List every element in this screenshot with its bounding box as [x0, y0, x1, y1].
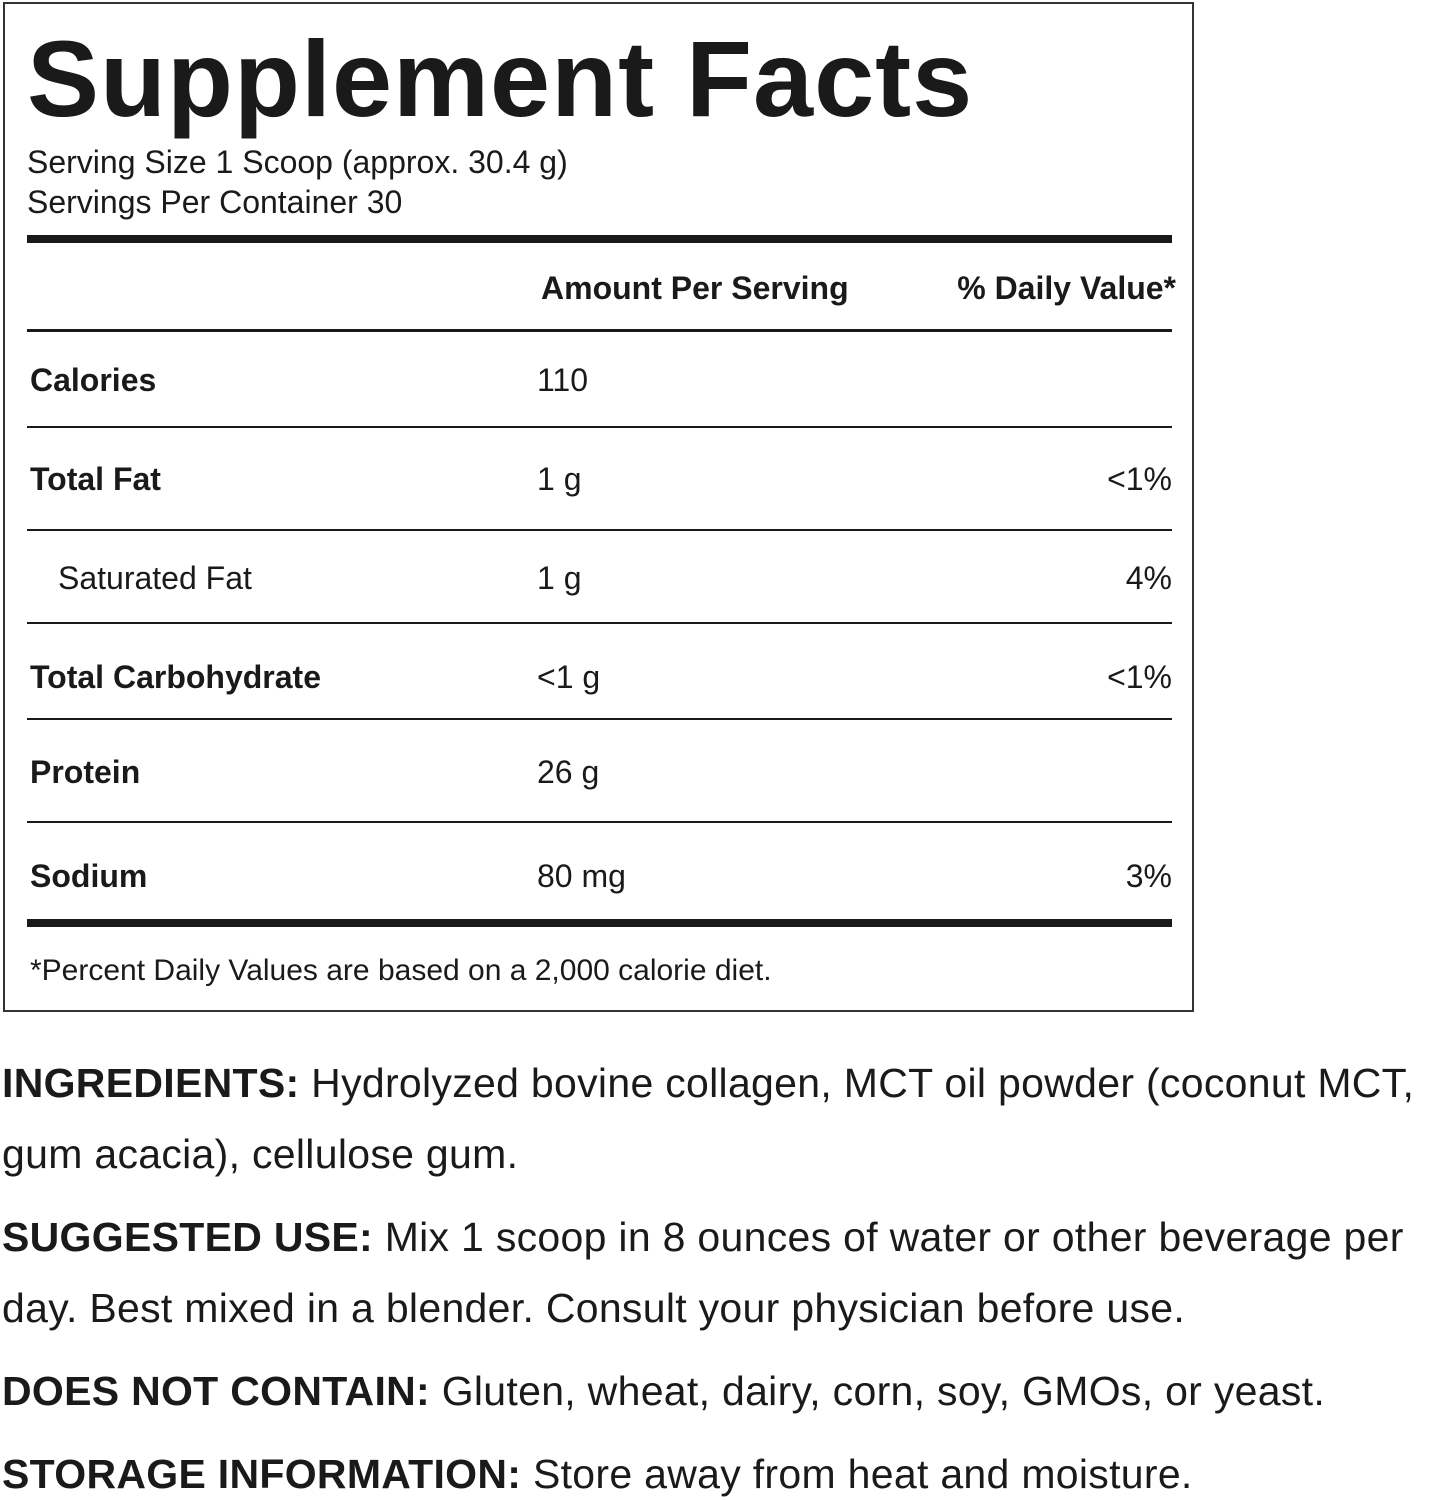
section-label: DOES NOT CONTAIN: — [2, 1368, 430, 1414]
row-rule — [27, 426, 1172, 428]
row-amount: 110 — [537, 362, 589, 398]
row-amount: 1 g — [537, 461, 582, 497]
thick-rule — [27, 919, 1172, 927]
section: STORAGE INFORMATION: Store away from hea… — [2, 1439, 1451, 1500]
section-text: Gluten, wheat, dairy, corn, soy, GMOs, o… — [441, 1368, 1326, 1414]
section-label: INGREDIENTS: — [2, 1060, 300, 1106]
section-text: Store away from heat and moisture. — [532, 1451, 1193, 1497]
section: INGREDIENTS: Hydrolyzed bovine collagen,… — [2, 1048, 1451, 1190]
row-rule — [27, 622, 1172, 624]
row-name: Protein — [30, 754, 141, 790]
facts-panel: Supplement Facts Serving Size 1 Scoop (a… — [3, 2, 1194, 1012]
row-name: Total Carbohydrate — [30, 659, 321, 695]
row-name: Sodium — [30, 858, 148, 894]
section-label: STORAGE INFORMATION: — [2, 1451, 522, 1497]
row-daily-value: 3% — [1125, 858, 1172, 894]
title: Supplement Facts — [27, 18, 974, 139]
servings-per-container: Servings Per Container 30 — [27, 184, 403, 220]
row-name: Calories — [30, 362, 157, 398]
row-daily-value: <1% — [1107, 461, 1172, 497]
row-name: Total Fat — [30, 461, 161, 497]
section: SUGGESTED USE: Mix 1 scoop in 8 ounces o… — [2, 1202, 1451, 1344]
section-text: Mix 1 scoop in 8 ounces of water or othe… — [2, 1214, 1404, 1331]
serving-size: Serving Size 1 Scoop (approx. 30.4 g) — [27, 144, 568, 180]
row-amount: 1 g — [537, 560, 582, 596]
section: DOES NOT CONTAIN: Gluten, wheat, dairy, … — [2, 1356, 1451, 1427]
rule — [27, 329, 1172, 332]
daily-value-header: % Daily Value* — [957, 270, 1176, 306]
row-rule — [27, 821, 1172, 823]
row-rule — [27, 718, 1172, 720]
amount-header: Amount Per Serving — [541, 270, 849, 306]
sections: INGREDIENTS: Hydrolyzed bovine collagen,… — [2, 1048, 1451, 1500]
footnote: *Percent Daily Values are based on a 2,0… — [30, 954, 772, 987]
row-name: Saturated Fat — [58, 560, 252, 596]
thick-rule — [27, 235, 1172, 243]
row-amount: <1 g — [537, 659, 601, 695]
section-label: SUGGESTED USE: — [2, 1214, 373, 1260]
section-text: Hydrolyzed bovine collagen, MCT oil powd… — [2, 1060, 1415, 1177]
row-daily-value: 4% — [1125, 560, 1172, 596]
row-daily-value: <1% — [1107, 659, 1172, 695]
row-amount: 80 mg — [537, 858, 626, 894]
row-amount: 26 g — [537, 754, 600, 790]
row-rule — [27, 529, 1172, 531]
